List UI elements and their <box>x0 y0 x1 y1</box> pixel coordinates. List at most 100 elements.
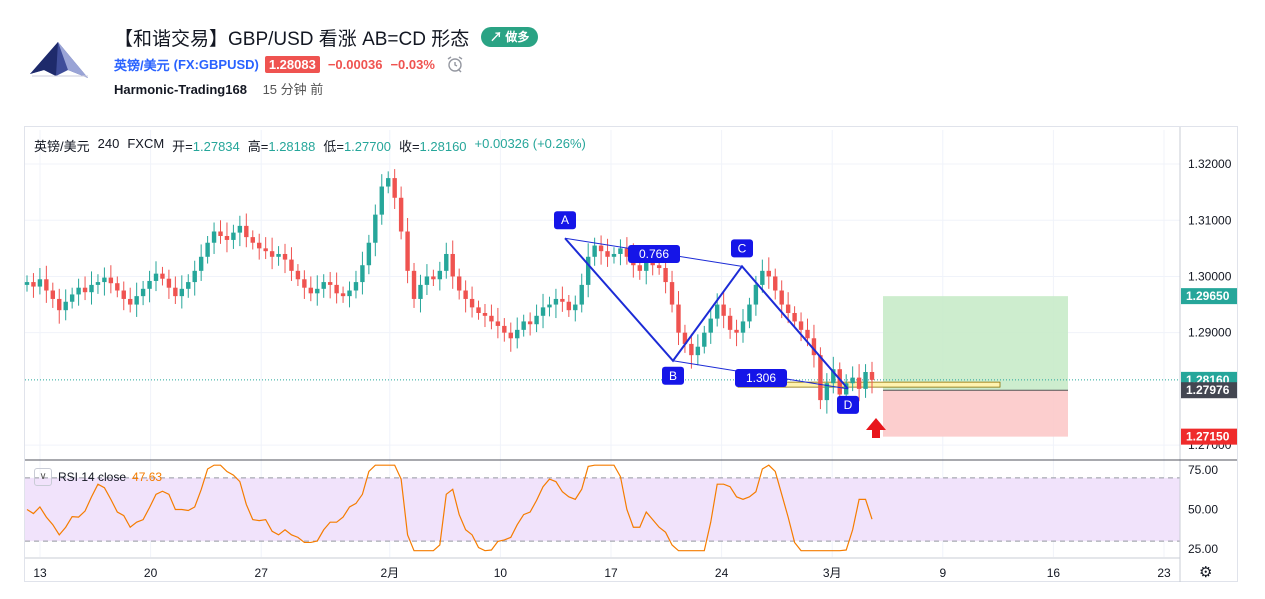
candle-body <box>773 276 778 291</box>
candle-body <box>340 293 346 297</box>
candle-body <box>760 270 765 285</box>
rsi-pane <box>25 464 1180 552</box>
ratio-badge <box>628 245 680 263</box>
rsi-line <box>26 464 873 552</box>
candle-body <box>244 225 249 238</box>
candle-body <box>495 321 501 326</box>
author-link[interactable]: Harmonic-Trading168 <box>114 82 247 97</box>
candle-body <box>863 372 868 389</box>
symbol-code-link[interactable]: (FX:GBPUSD) <box>173 56 259 72</box>
candle-body <box>392 178 397 198</box>
candle-body <box>321 282 326 289</box>
long-badge[interactable]: ↗ 做多 <box>481 27 539 47</box>
candle-body <box>456 276 462 291</box>
candle-body <box>108 277 114 284</box>
pattern-point-label: D <box>844 398 853 412</box>
candle-body <box>366 242 372 266</box>
candle-body <box>508 332 513 339</box>
time-tick-label: 27 <box>255 566 269 580</box>
candle-body <box>295 270 301 280</box>
price-tag-label: 1.27150 <box>1186 430 1230 444</box>
price-tag <box>1181 382 1237 399</box>
symbol-name-link[interactable]: 英镑/美元 <box>114 57 170 73</box>
candle-body <box>398 197 404 232</box>
candle-body <box>869 372 875 380</box>
candle-body <box>218 231 223 236</box>
candle-body <box>469 298 475 308</box>
candle-body <box>373 214 378 243</box>
alarm-clock-icon[interactable] <box>445 54 465 74</box>
candle-body <box>437 270 443 280</box>
candle-body <box>386 178 391 187</box>
pattern-point-label: B <box>669 369 677 383</box>
candle-body <box>682 332 688 344</box>
idea-title: 【和谐交易】GBP/USD 看涨 AB=CD 形态 <box>114 29 470 50</box>
candle-body <box>798 321 804 330</box>
candle-body <box>695 346 701 356</box>
candle-body <box>521 321 526 330</box>
candle-body <box>102 277 107 283</box>
candle-body <box>308 287 314 294</box>
candle-body <box>115 283 120 291</box>
candle-body <box>837 369 842 395</box>
price-tick-label: 1.31000 <box>1188 213 1232 227</box>
candle-body <box>534 315 539 325</box>
candle-body <box>598 245 604 252</box>
price-change: −0.00036 <box>327 56 383 72</box>
candle-body <box>747 304 752 322</box>
candle-body <box>250 237 255 243</box>
time-tick-label: 3月 <box>823 566 842 580</box>
candle-body <box>734 329 739 333</box>
candle-body <box>289 259 294 271</box>
chart-grid <box>25 130 1180 557</box>
candle-body <box>334 284 339 294</box>
candle-body <box>411 270 417 299</box>
pattern-point-badge <box>554 211 576 230</box>
chart-legend: 英镑/美元 240 FXCM 开=1.27834 高=1.28188 低=1.2… <box>34 136 586 155</box>
candle-body <box>186 282 191 289</box>
candle-body <box>805 329 810 339</box>
chart-container[interactable] <box>24 126 1238 582</box>
pattern-point-label: A <box>561 213 569 227</box>
candle-body <box>231 232 236 240</box>
legend-open: 开=1.27834 <box>172 139 240 154</box>
candle-body <box>527 321 533 325</box>
price-change-percent: −0.03% <box>390 56 435 72</box>
publish-time: 15 分钟 前 <box>262 82 324 97</box>
time-tick-label: 17 <box>604 566 618 580</box>
candle-body <box>153 273 159 281</box>
pattern-point-badge <box>662 366 684 385</box>
candle-body <box>31 282 36 287</box>
candle-body <box>553 298 559 305</box>
candle-body <box>128 298 133 305</box>
candle-body <box>573 304 578 311</box>
legend-exchange: FXCM <box>127 136 165 151</box>
candle-body <box>431 276 436 280</box>
candle-body <box>192 270 197 283</box>
candle-body <box>379 186 384 215</box>
candle-body <box>482 312 488 316</box>
legend-interval[interactable]: 240 <box>97 136 120 151</box>
candle-body <box>792 312 797 322</box>
candle-body <box>276 253 281 257</box>
price-tag <box>1181 288 1237 305</box>
candle-body <box>173 287 178 297</box>
harmonic-logo-icon[interactable] <box>28 36 90 82</box>
candle-body <box>37 279 43 287</box>
legend-change: +0.00326 (+0.26%) <box>474 136 586 151</box>
candle-body <box>611 253 617 257</box>
candle-body <box>644 259 649 271</box>
rsi-value: 47.63 <box>132 470 163 484</box>
candle-body <box>57 298 62 311</box>
last-price: 1.28083 <box>264 55 320 73</box>
position-zones <box>25 296 1180 437</box>
collapse-toggle-icon[interactable]: ∨ <box>34 468 52 486</box>
candle-body <box>779 290 784 305</box>
legend-symbol[interactable]: 英镑/美元 <box>34 139 90 154</box>
rsi-band <box>25 477 1180 542</box>
rsi-label[interactable]: RSI 14 close <box>58 470 127 484</box>
chart-settings-gear-icon[interactable]: ⚙ <box>1199 564 1213 581</box>
candle-body <box>463 290 468 299</box>
legend-high: 高=1.28188 <box>247 139 316 154</box>
